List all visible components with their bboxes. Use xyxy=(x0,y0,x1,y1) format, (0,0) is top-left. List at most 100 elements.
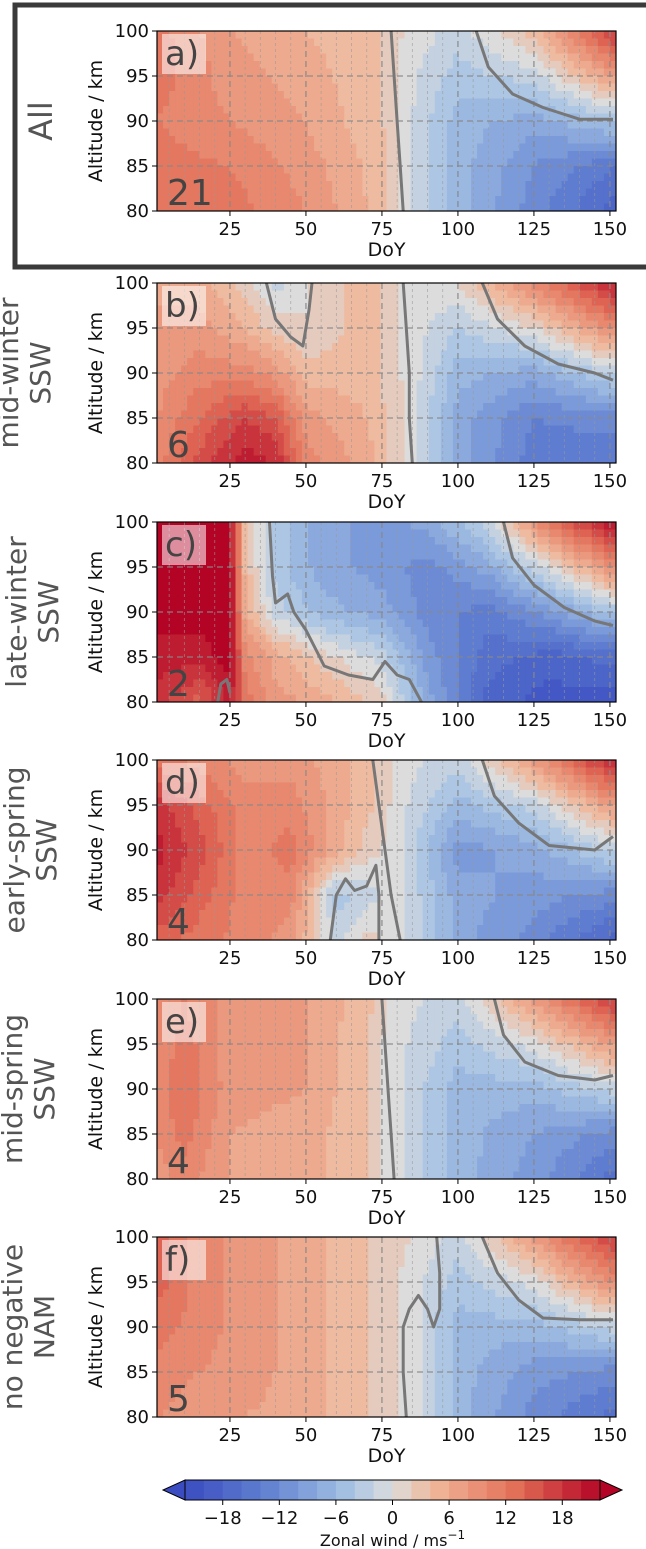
field-cell xyxy=(525,619,533,628)
field-cell xyxy=(271,91,279,100)
field-cell xyxy=(410,158,418,167)
field-cell xyxy=(422,529,430,538)
field-cell xyxy=(386,305,394,314)
field-cell xyxy=(163,328,170,337)
field-cell xyxy=(301,61,309,70)
field-cell xyxy=(295,61,303,70)
field-cell xyxy=(295,403,303,412)
field-cell xyxy=(380,604,388,613)
field-cell xyxy=(253,290,261,299)
field-cell xyxy=(585,634,593,643)
field-cell xyxy=(501,597,508,606)
field-cell xyxy=(259,173,267,182)
field-cell xyxy=(410,31,418,40)
field-cell xyxy=(519,544,527,553)
field-cell xyxy=(271,143,279,152)
field-cell xyxy=(247,298,255,307)
field-cell xyxy=(513,388,520,397)
field-cell xyxy=(392,166,400,175)
field-cell xyxy=(446,410,454,419)
field-cell xyxy=(283,203,291,211)
field-cell xyxy=(277,31,285,40)
field-cell xyxy=(428,589,436,598)
field-cell xyxy=(603,559,611,568)
field-cell xyxy=(489,106,496,115)
field-cell xyxy=(289,425,297,434)
field-cell xyxy=(374,544,382,553)
field-cell xyxy=(295,106,303,115)
field-cell xyxy=(253,68,261,77)
field-cell xyxy=(362,283,369,292)
field-cell xyxy=(338,106,345,115)
field-cell xyxy=(350,522,357,531)
field-cell xyxy=(531,158,539,167)
field-cell xyxy=(217,604,225,613)
field-cell xyxy=(295,552,303,561)
field-cell xyxy=(561,106,569,115)
field-cell xyxy=(458,410,466,419)
field-cell xyxy=(404,283,412,292)
field-cell xyxy=(452,313,460,322)
field-cell xyxy=(241,320,249,329)
field-cell xyxy=(169,612,176,621)
field-cell xyxy=(561,320,569,329)
field-cell xyxy=(422,350,430,359)
field-cell xyxy=(362,305,369,314)
field-cell xyxy=(307,320,315,329)
field-cell xyxy=(513,567,520,576)
field-cell xyxy=(253,38,261,47)
field-cell xyxy=(483,83,490,92)
field-cell xyxy=(573,166,581,175)
field-cell xyxy=(344,388,351,397)
field-cell xyxy=(217,91,225,100)
field-cell xyxy=(434,425,442,434)
field-cell xyxy=(549,38,557,47)
field-cell xyxy=(609,283,616,292)
field-cell xyxy=(259,313,267,322)
field-cell xyxy=(259,283,267,292)
field-cell xyxy=(295,203,303,211)
field-cell xyxy=(199,567,206,576)
field-cell xyxy=(519,388,527,397)
field-cell xyxy=(501,196,508,205)
field-cell xyxy=(567,53,575,62)
field-cell xyxy=(458,61,466,70)
field-cell xyxy=(519,574,527,583)
field-cell xyxy=(404,166,412,175)
field-cell xyxy=(265,448,273,457)
field-cell xyxy=(362,76,369,85)
field-cell xyxy=(507,410,514,419)
field-cell xyxy=(428,31,436,40)
field-cell xyxy=(422,440,430,449)
field-cell xyxy=(289,410,297,419)
field-cell xyxy=(380,143,388,152)
field-cell xyxy=(440,158,448,167)
field-cell xyxy=(320,343,327,352)
field-cell xyxy=(555,612,563,621)
field-cell xyxy=(513,589,520,598)
field-cell xyxy=(537,343,545,352)
field-cell xyxy=(458,128,466,137)
field-cell xyxy=(458,305,466,314)
field-cell xyxy=(458,559,466,568)
field-cell xyxy=(307,589,315,598)
field-cell xyxy=(338,522,345,531)
field-cell xyxy=(307,166,315,175)
field-cell xyxy=(531,440,539,449)
field-cell xyxy=(362,128,369,137)
field-cell xyxy=(289,358,297,367)
field-cell xyxy=(289,544,297,553)
field-cell xyxy=(175,350,182,359)
field-cell xyxy=(507,574,514,583)
field-cell xyxy=(465,440,472,449)
field-cell xyxy=(609,136,616,145)
field-cell xyxy=(434,151,442,160)
field-cell xyxy=(223,634,231,643)
field-cell xyxy=(223,455,231,463)
field-cell xyxy=(223,567,231,576)
field-cell xyxy=(495,627,502,636)
field-cell xyxy=(404,181,412,190)
field-cell xyxy=(531,455,539,463)
field-cell xyxy=(199,143,206,152)
field-cell xyxy=(211,188,218,197)
